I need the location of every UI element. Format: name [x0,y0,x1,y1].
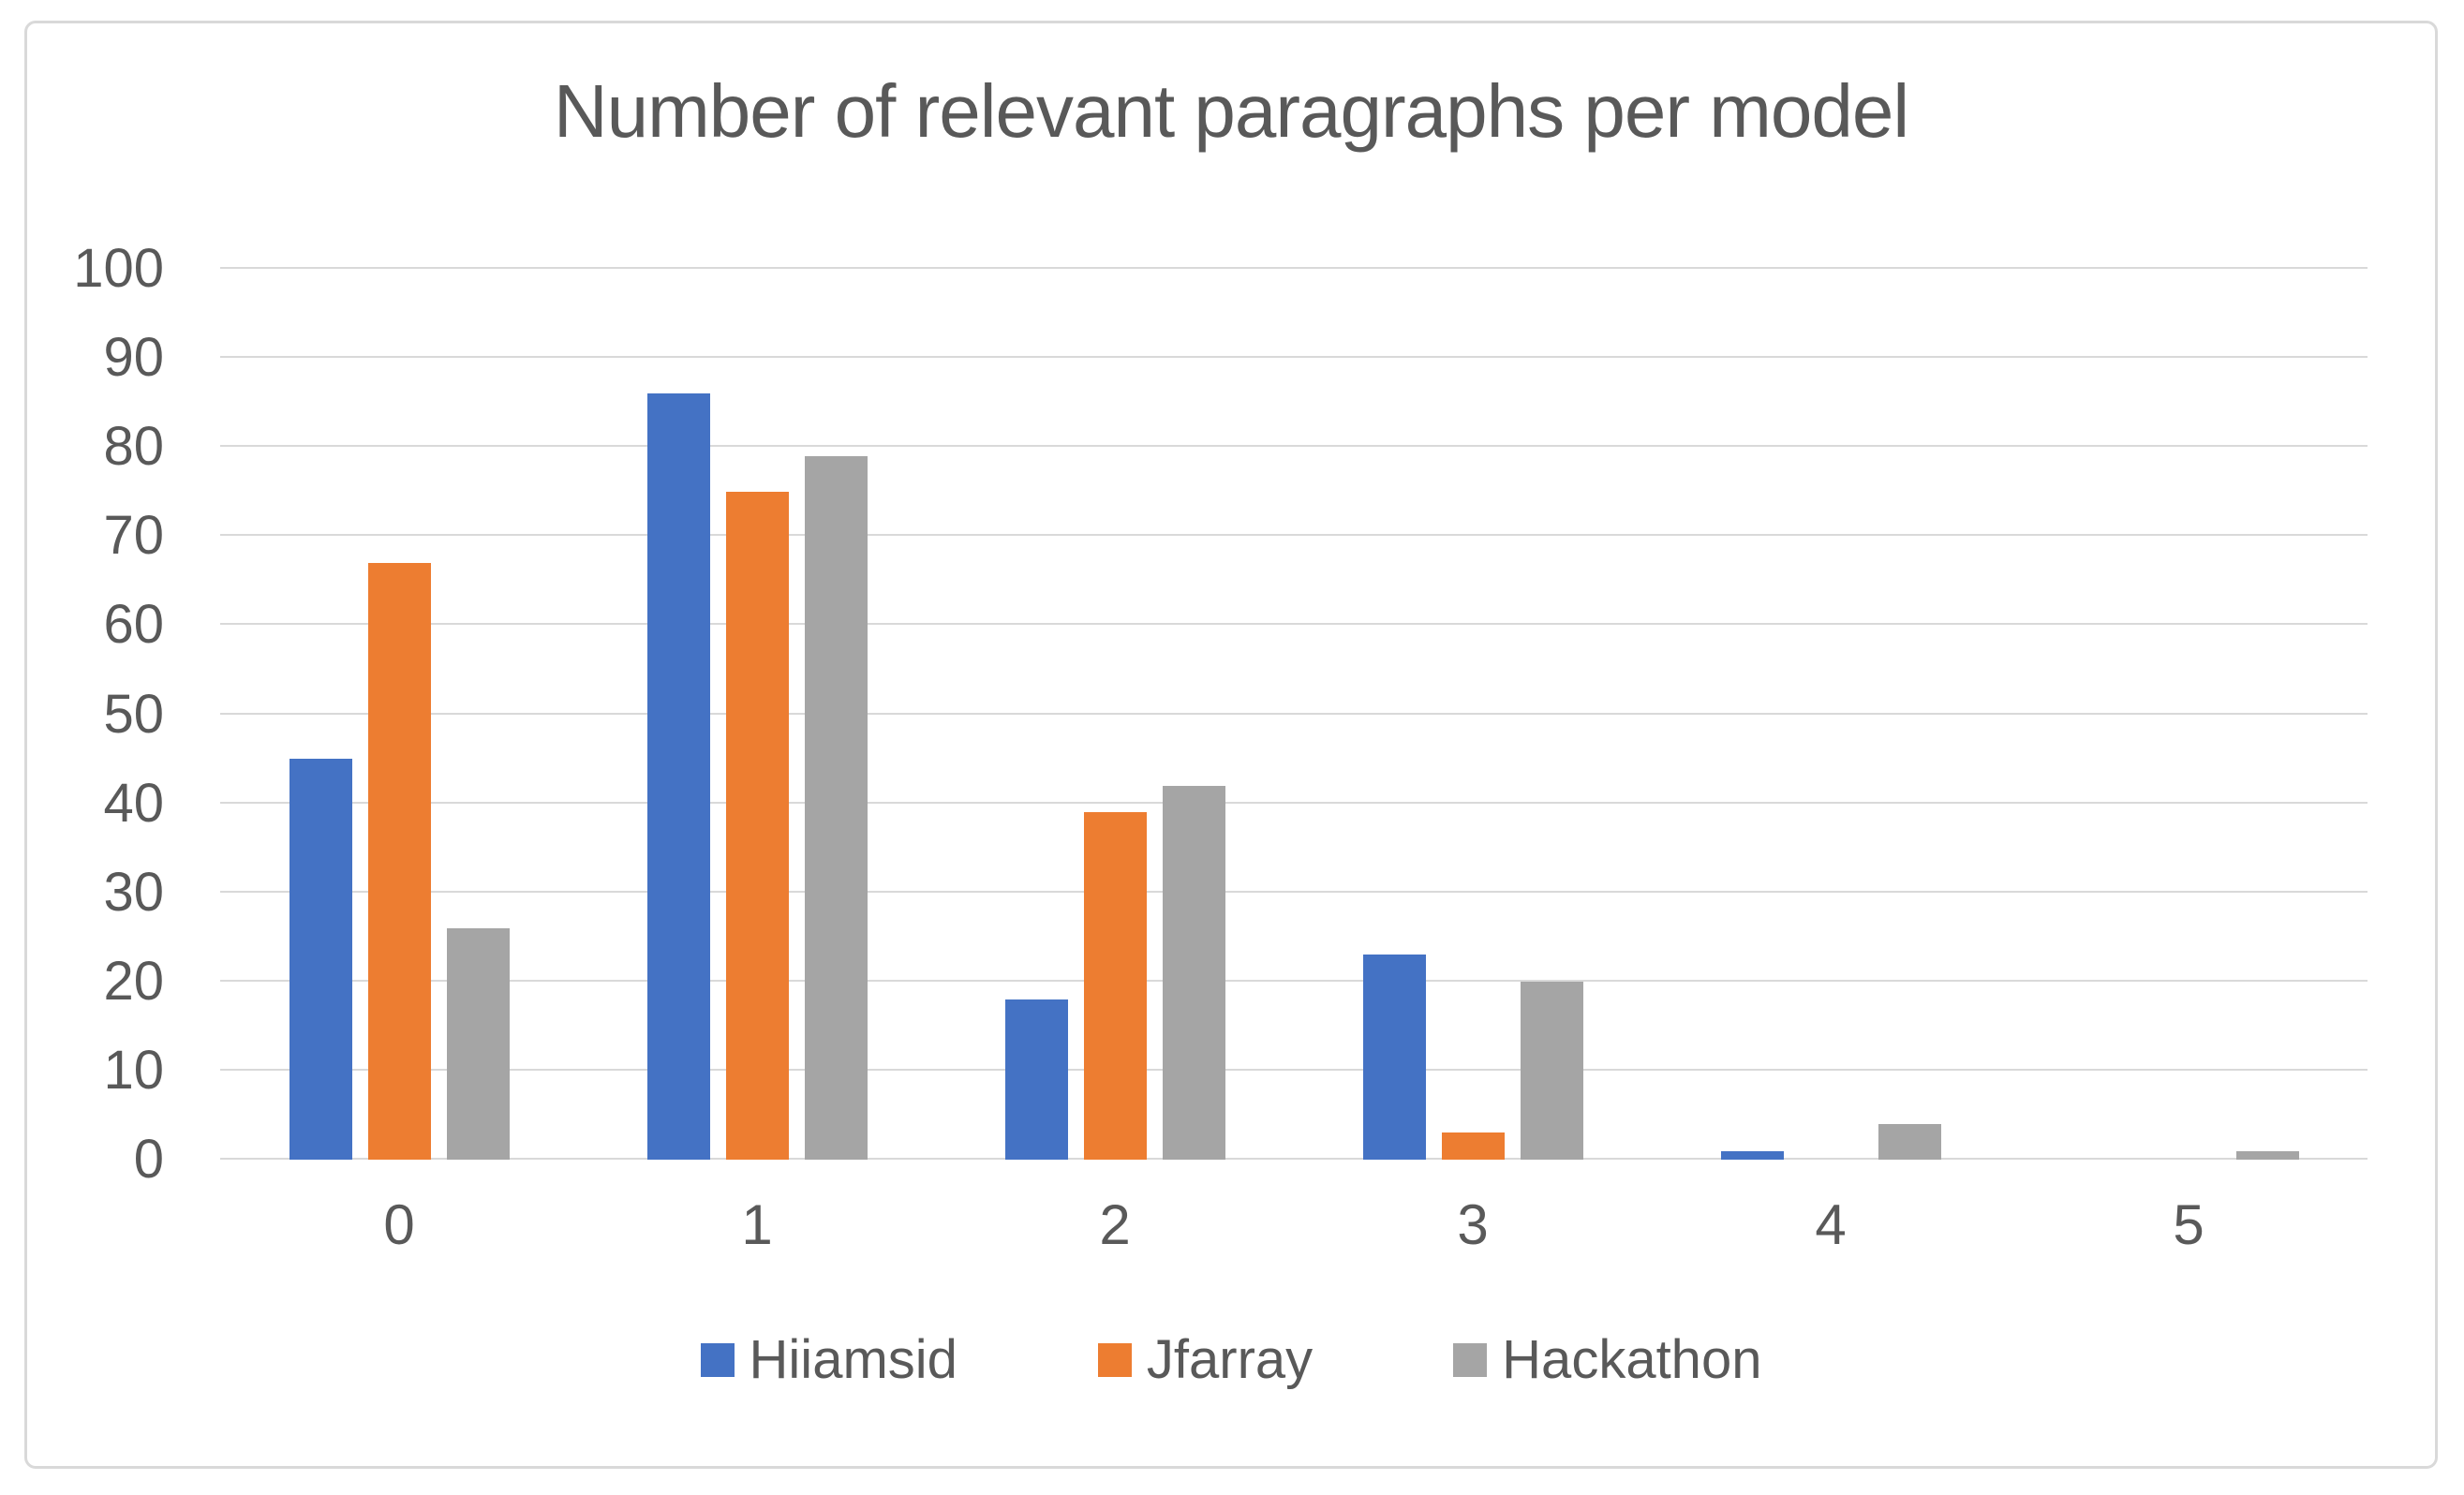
legend-item-jfarray: Jfarray [1097,1329,1314,1390]
bar-hackathon-1 [804,455,868,1160]
legend-swatch-hackathon [1453,1343,1488,1377]
legend-swatch-jfarray [1097,1343,1132,1377]
plot-area: 0 10 20 30 40 50 60 70 80 90 100 0 1 2 3 4 5 [73,242,2368,1253]
legend-label-hiiamsid: Hiiamsid [749,1329,957,1390]
gridline-30 [220,890,2368,893]
chart-frame: Number of relevant paragraphs per model … [24,21,2438,1469]
bar-jfarray-0 [367,562,431,1160]
y-axis-label-100: 100 [73,238,164,299]
y-axis-label-50: 50 [103,683,164,745]
category-group-3 [1294,269,1652,1160]
y-axis-label-40: 40 [103,772,164,834]
x-axis-label-5: 5 [2173,1193,2204,1256]
y-axis-label-60: 60 [103,594,164,656]
bar-hiiamsid-1 [646,393,710,1160]
bar-hackathon-5 [2235,1150,2299,1160]
legend-label-jfarray: Jfarray [1146,1329,1314,1390]
legend-label-hackathon: Hackathon [1502,1329,1762,1390]
legend-item-hackathon: Hackathon [1453,1333,1761,1387]
legend-swatch-hiiamsid [700,1343,735,1377]
category-group-4 [1652,269,2010,1160]
bar-hiiamsid-3 [1362,955,1426,1160]
gridline-0 [220,1158,2368,1160]
y-axis-label-20: 20 [103,950,164,1012]
legend: Hiiamsid Jfarray Hackathon [27,1333,2435,1387]
bar-jfarray-3 [1441,1132,1505,1160]
gridline-70 [220,534,2368,537]
chart-title: Number of relevant paragraphs per model [553,69,1909,153]
gridline-10 [220,1068,2368,1071]
y-axis-label-80: 80 [103,416,164,478]
bar-hackathon-3 [1520,981,1583,1160]
x-axis-label-0: 0 [383,1193,415,1256]
y-axis-label-30: 30 [103,861,164,923]
bar-hackathon-4 [1878,1123,1941,1160]
y-axis-label-0: 0 [133,1129,164,1190]
bar-hackathon-0 [446,927,510,1160]
x-axis-label-2: 2 [1099,1193,1131,1256]
x-axis-label-4: 4 [1815,1193,1847,1256]
gridline-40 [220,801,2368,804]
category-group-2 [936,269,1294,1160]
legend-item-hiiamsid: Hiiamsid [700,1329,957,1390]
category-group-5 [2010,269,2368,1160]
gridline-90 [220,356,2368,359]
bar-jfarray-2 [1083,812,1147,1160]
bar-hiiamsid-4 [1720,1150,1784,1160]
gridline-50 [220,712,2368,715]
bar-hiiamsid-0 [289,759,352,1160]
category-group-1 [578,269,936,1160]
gridline-100 [220,267,2368,269]
y-axis-label-90: 90 [103,327,164,389]
y-axis-label-10: 10 [103,1039,164,1101]
bar-hiiamsid-2 [1004,999,1068,1160]
x-axis-label-1: 1 [741,1193,773,1256]
y-axis-label-70: 70 [103,505,164,567]
bar-hackathon-2 [1162,785,1225,1160]
gridline-60 [220,623,2368,626]
bar-jfarray-1 [725,491,789,1160]
category-group-0 [220,269,578,1160]
gridline-80 [220,445,2368,448]
gridline-20 [220,979,2368,982]
x-axis-label-3: 3 [1457,1193,1489,1256]
